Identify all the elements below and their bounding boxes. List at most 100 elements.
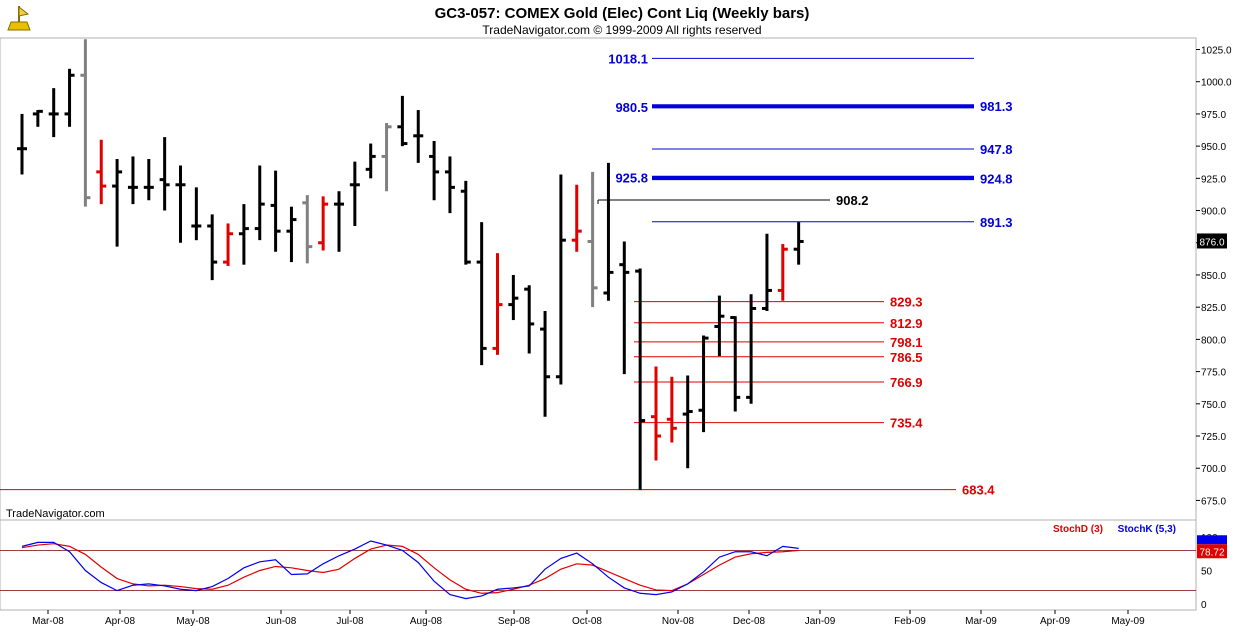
ohlc-bar xyxy=(127,156,138,205)
ohlc-bar xyxy=(64,68,75,127)
level-label: 798.1 xyxy=(890,335,923,350)
ohlc-bar xyxy=(80,39,91,207)
y-tick-label: 925.0 xyxy=(1201,174,1226,185)
ohlc-bar xyxy=(540,311,551,417)
last-price-badge xyxy=(1197,233,1227,249)
stoch-y-tick-label: 0 xyxy=(1201,600,1207,611)
x-tick-label: May-08 xyxy=(176,616,210,627)
y-tick-label: 825.0 xyxy=(1201,303,1226,314)
ohlc-bar xyxy=(777,244,788,301)
x-tick-label: May-09 xyxy=(1111,616,1145,627)
stoch-panel-frame xyxy=(0,519,1197,611)
y-tick-label: 1000.0 xyxy=(1201,78,1232,89)
ohlc-bar xyxy=(460,180,471,265)
ohlc-bar xyxy=(381,122,392,192)
ohlc-bar xyxy=(730,315,741,412)
x-tick-label: Aug-08 xyxy=(410,616,443,627)
ohlc-bar xyxy=(793,222,804,265)
ohlc-bar xyxy=(207,214,218,281)
ohlc-bar xyxy=(761,233,772,312)
ohlc-bar xyxy=(223,223,234,266)
ohlc-bar xyxy=(698,335,709,433)
ohlc-bar xyxy=(286,206,297,263)
ohlc-bar xyxy=(334,191,344,252)
level-label: 981.3 xyxy=(980,99,1013,114)
last-price-value: 876.0 xyxy=(1199,237,1224,248)
chart-subtitle: TradeNavigator.com © 1999-2009 All right… xyxy=(482,23,761,37)
y-tick-label: 1025.0 xyxy=(1201,46,1232,57)
x-tick-label: Oct-08 xyxy=(572,616,602,627)
ohlc-bar xyxy=(714,295,725,357)
y-tick-label: 750.0 xyxy=(1201,400,1226,411)
ohlc-bar xyxy=(349,161,360,227)
y-tick-label: 800.0 xyxy=(1201,335,1226,346)
x-tick-label: Mar-08 xyxy=(32,616,64,627)
stoch-series-line xyxy=(21,543,799,594)
y-tick-label: 775.0 xyxy=(1201,368,1226,379)
ohlc-bar xyxy=(682,375,693,469)
ohlc-bar xyxy=(191,187,202,241)
ohlc-bar xyxy=(175,165,186,243)
ohlc-bar xyxy=(476,222,487,366)
ohlc-bar xyxy=(365,143,376,179)
ohlc-bar xyxy=(270,170,281,252)
ohlc-bar xyxy=(619,241,630,375)
level-label: 766.9 xyxy=(890,375,923,390)
y-tick-label: 675.0 xyxy=(1201,496,1226,507)
x-tick-label: Nov-08 xyxy=(662,616,695,627)
stoch-d-legend: StochD (3) xyxy=(1053,524,1103,535)
level-label: 908.2 xyxy=(836,193,869,208)
level-label: 812.9 xyxy=(890,316,923,331)
ohlc-bar xyxy=(159,137,170,211)
level-label: 947.8 xyxy=(980,142,1013,157)
stoch-k-badge xyxy=(1197,535,1227,545)
level-label: 786.5 xyxy=(890,350,923,365)
ohlc-bar xyxy=(112,159,123,247)
ohlc-bar xyxy=(397,95,408,147)
y-tick-label: 700.0 xyxy=(1201,464,1226,475)
level-label: 1018.1 xyxy=(608,51,648,66)
y-tick-label: 900.0 xyxy=(1201,207,1226,218)
ohlc-bar xyxy=(666,376,677,443)
ohlc-bar xyxy=(254,165,265,241)
ohlc-bar xyxy=(603,162,614,301)
tradenavigator-logo xyxy=(4,4,34,36)
ohlc-bar xyxy=(492,253,503,355)
level-label: 891.3 xyxy=(980,215,1013,230)
y-tick-label: 850.0 xyxy=(1201,271,1226,282)
x-tick-label: Jul-08 xyxy=(336,616,364,627)
x-tick-label: Jun-08 xyxy=(266,616,297,627)
x-tick-label: Sep-08 xyxy=(498,616,531,627)
ohlc-bar xyxy=(48,88,59,138)
ohlc-bar xyxy=(238,204,249,265)
y-tick-label: 975.0 xyxy=(1201,110,1226,121)
x-tick-label: Apr-08 xyxy=(105,616,135,627)
level-label: 925.8 xyxy=(615,170,648,185)
chart-title: GC3-057: COMEX Gold (Elec) Cont Liq (Wee… xyxy=(435,5,810,22)
stoch-k-legend: StochK (5,3) xyxy=(1118,524,1176,535)
x-tick-label: Apr-09 xyxy=(1040,616,1070,627)
level-label: 829.3 xyxy=(890,295,923,310)
ohlc-bar xyxy=(17,113,27,175)
ohlc-bar xyxy=(587,171,598,308)
ohlc-bar xyxy=(143,159,154,201)
ohlc-bar xyxy=(508,274,519,321)
x-tick-label: Mar-09 xyxy=(965,616,997,627)
ohlc-bar xyxy=(555,174,566,385)
ohlc-bar xyxy=(96,139,107,205)
stoch-y-tick-label: 50 xyxy=(1201,567,1213,578)
ohlc-bar xyxy=(413,110,424,163)
x-tick-label: Feb-09 xyxy=(894,616,926,627)
ohlc-bar xyxy=(318,196,329,251)
watermark-text: TradeNavigator.com xyxy=(6,508,105,520)
level-label: 924.8 xyxy=(980,172,1013,187)
stoch-last-value: 78.72 xyxy=(1199,547,1224,558)
ohlc-bar xyxy=(32,109,43,127)
ohlc-bar xyxy=(651,366,661,461)
ohlc-bar xyxy=(302,195,313,264)
x-tick-label: Dec-08 xyxy=(733,616,766,627)
level-label: 683.4 xyxy=(962,483,995,498)
stoch-series-line xyxy=(21,540,799,600)
